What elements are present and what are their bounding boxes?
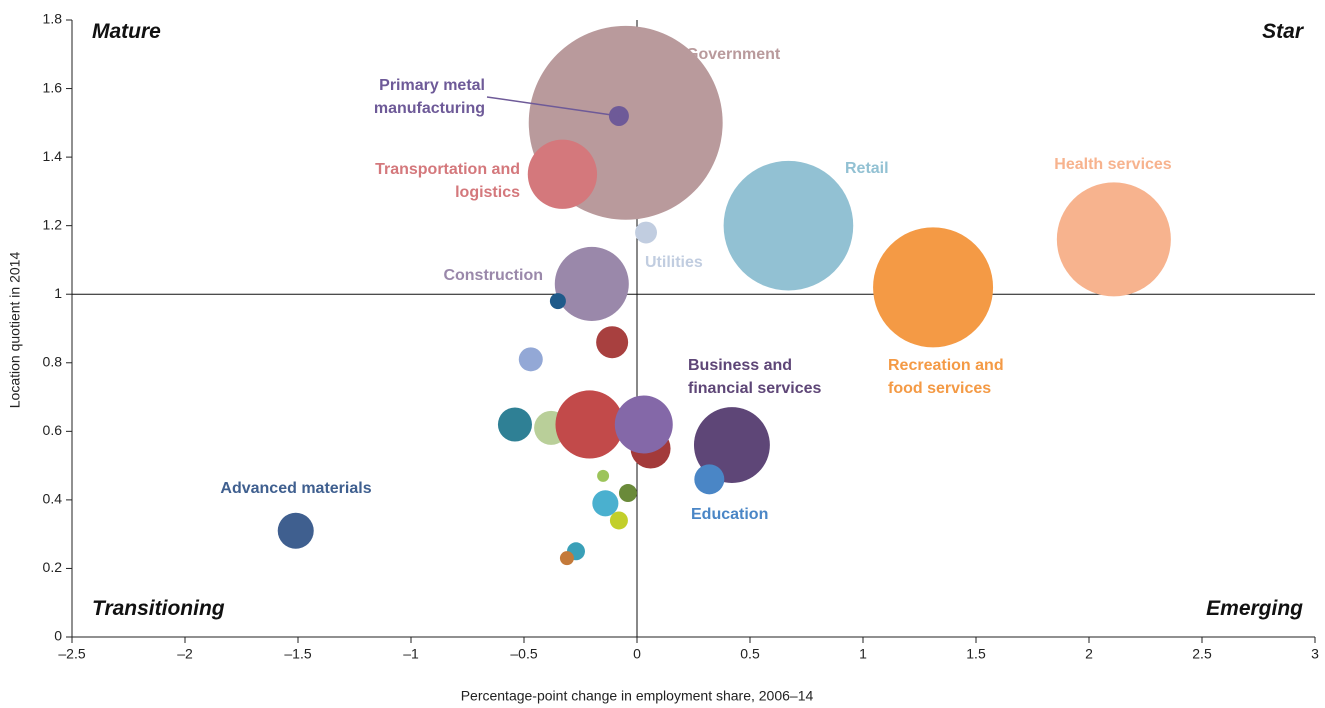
- y-tick-label: 1.6: [43, 79, 63, 95]
- x-tick-label: –1: [403, 646, 419, 662]
- y-axis-label: Location quotient in 2014: [7, 252, 23, 409]
- x-tick-label: 0.5: [740, 646, 760, 662]
- y-tick-label: 0.6: [43, 422, 63, 438]
- y-tick-label: 1.4: [43, 148, 63, 164]
- quadrant-label: Star: [1262, 20, 1303, 43]
- y-tick-label: 0: [54, 628, 62, 644]
- y-tick-label: 1: [54, 285, 62, 301]
- quadrant-label: Mature: [92, 20, 161, 43]
- bubble: [635, 221, 657, 244]
- bubble: [597, 469, 610, 482]
- quadrant-label: Transitioning: [92, 597, 225, 620]
- y-tick-label: 0.4: [43, 491, 63, 507]
- bubble-label: Education: [691, 506, 769, 523]
- bubble: [694, 464, 725, 495]
- bubble-label: Construction: [443, 267, 543, 284]
- bubble-label: Retail: [845, 160, 889, 177]
- x-tick-label: –2: [177, 646, 193, 662]
- bubble: [592, 490, 619, 517]
- x-axis-label: Percentage-point change in employment sh…: [461, 688, 814, 704]
- x-tick-label: 2: [1085, 646, 1093, 662]
- leader-line: [486, 96, 620, 117]
- bubble-label: Utilities: [645, 254, 703, 271]
- bubble-label: Recreation and food services: [888, 357, 1004, 397]
- y-tick-label: 1.8: [43, 11, 63, 27]
- bubble: [554, 246, 629, 321]
- bubble-label: Advanced materials: [220, 480, 372, 497]
- x-tick-label: 1.5: [966, 646, 986, 662]
- bubble-label: Transportation and logistics: [375, 161, 520, 201]
- bubble: [614, 395, 673, 454]
- bubble: [555, 390, 624, 459]
- x-tick-label: 1: [859, 646, 867, 662]
- bubble: [609, 511, 628, 530]
- bubble-label: Primary metal manufacturing: [373, 77, 485, 117]
- bubble: [549, 293, 566, 310]
- bubble: [559, 551, 574, 566]
- bubble-label: Government: [686, 46, 781, 63]
- bubble: [693, 407, 770, 483]
- bubble: [1056, 182, 1171, 297]
- bubble: [497, 407, 532, 442]
- x-tick-label: –0.5: [510, 646, 537, 662]
- bubble: [518, 347, 543, 372]
- x-tick-label: –2.5: [58, 646, 85, 662]
- x-tick-label: 2.5: [1192, 646, 1212, 662]
- bubble: [596, 326, 629, 359]
- x-tick-label: 3: [1311, 646, 1319, 662]
- bubble: [873, 227, 994, 348]
- bubble-label: Health services: [1054, 156, 1172, 173]
- bubble: [527, 139, 598, 209]
- y-tick-label: 0.2: [43, 559, 63, 575]
- bubble: [618, 484, 637, 503]
- bubble: [277, 512, 314, 549]
- quadrant-label: Emerging: [1206, 597, 1303, 620]
- x-tick-label: 0: [633, 646, 641, 662]
- x-tick-label: –1.5: [284, 646, 311, 662]
- bubble: [723, 160, 854, 291]
- bubble-label: Business and financial services: [688, 357, 822, 397]
- y-tick-label: 1.2: [43, 216, 63, 232]
- y-tick-label: 0.8: [43, 353, 63, 369]
